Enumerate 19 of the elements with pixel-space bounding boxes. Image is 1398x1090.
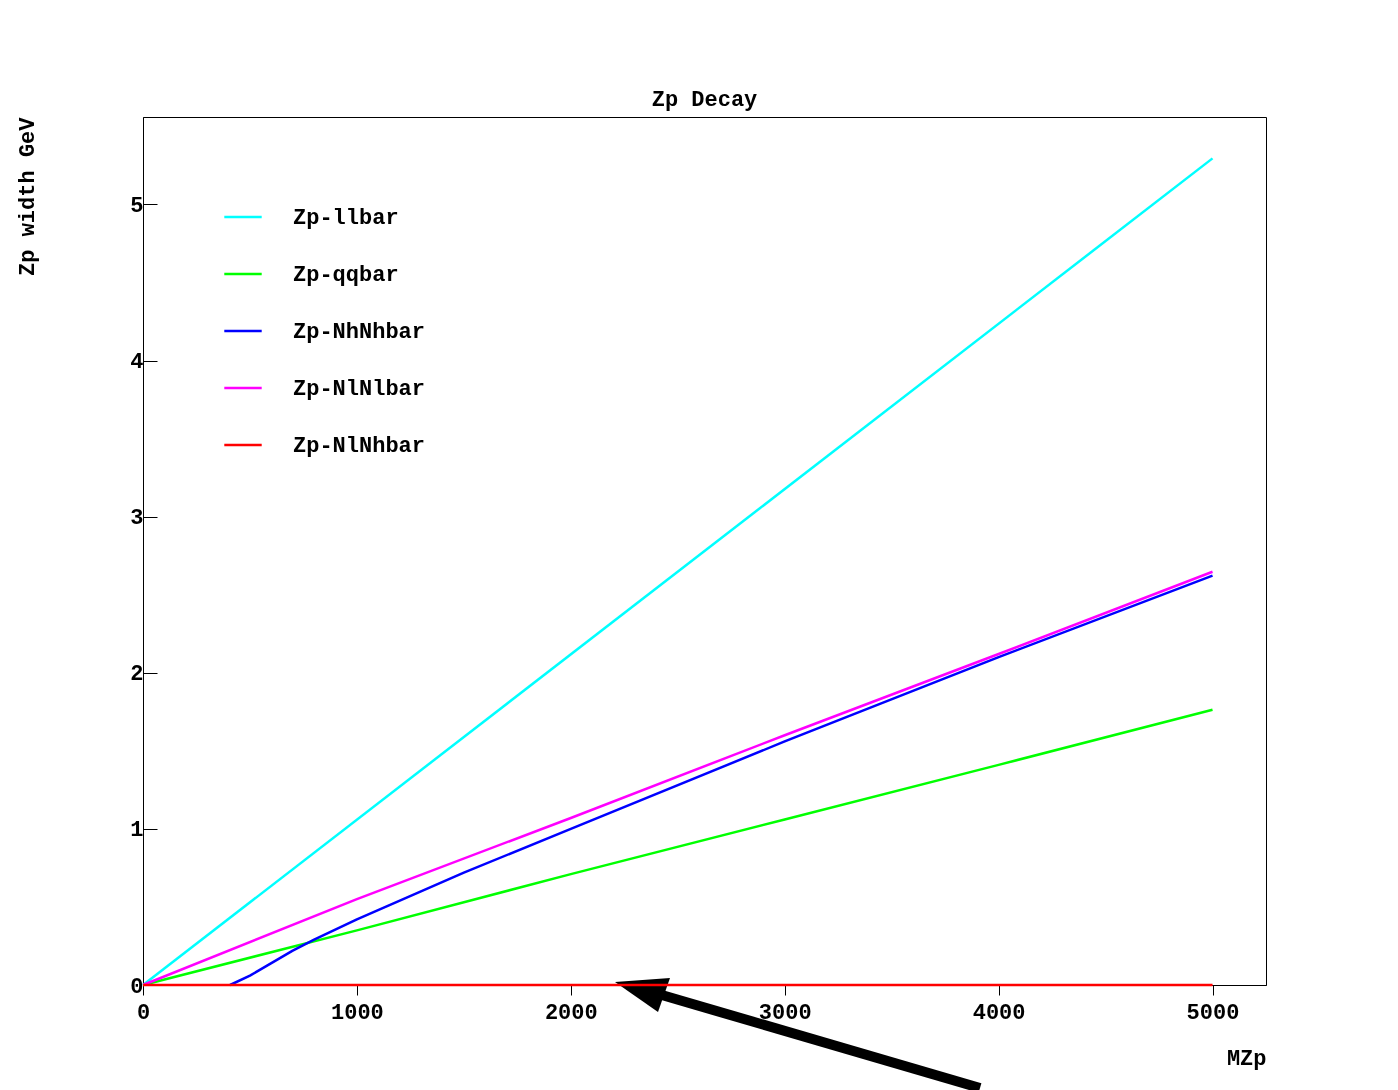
x-tick-label: 1000 (331, 1000, 384, 1026)
y-tick-label: 2 (130, 662, 144, 688)
x-axis-title: MZp (1226, 1046, 1267, 1072)
y-tick-label: 3 (130, 506, 144, 532)
x-tick-label: 3000 (758, 1000, 812, 1026)
legend-label: Zp-llbar (293, 206, 399, 231)
legend-label: Zp-NlNhbar (293, 434, 426, 459)
y-tick-label: 5 (130, 193, 144, 219)
y-axis-title: Zp width GeV (15, 116, 41, 276)
x-tick-label: 5000 (1186, 1000, 1240, 1026)
legend-label: Zp-NlNlbar (293, 377, 426, 402)
x-tick-label: 4000 (972, 1000, 1026, 1026)
y-tick-label: 0 (130, 974, 144, 1000)
legend-label: Zp-qqbar (293, 263, 399, 288)
x-tick-label: 2000 (544, 1000, 598, 1026)
y-tick-label: 1 (130, 818, 144, 844)
y-tick-label: 4 (130, 350, 144, 376)
chart-title: Zp Decay (651, 88, 758, 113)
legend-label: Zp-NhNhbar (293, 320, 426, 345)
